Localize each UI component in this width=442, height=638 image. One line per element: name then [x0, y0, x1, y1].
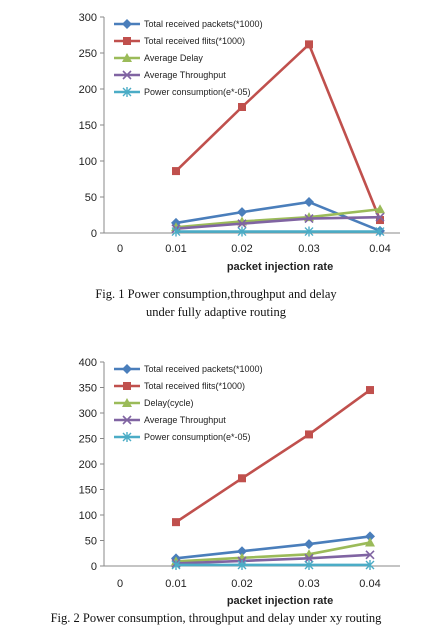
legend-marker — [122, 70, 132, 80]
x-tick-label: 0.02 — [231, 578, 252, 590]
y-tick-label: 0 — [91, 561, 97, 573]
legend-marker — [122, 398, 132, 407]
data-point — [238, 103, 246, 111]
x-axis-label: packet injection rate — [227, 595, 333, 607]
x-tick-label: 0.01 — [165, 243, 186, 255]
data-point — [171, 226, 181, 237]
data-point — [237, 559, 247, 570]
series-2 — [172, 40, 384, 225]
data-point — [304, 539, 314, 550]
series-5 — [171, 559, 375, 570]
data-point — [172, 518, 180, 527]
legend-entry: Average Throughput — [144, 415, 226, 425]
y-tick-label: 200 — [79, 84, 97, 96]
y-tick-label: 0 — [91, 228, 97, 240]
x-tick-label: 0.03 — [298, 578, 319, 590]
x-tick-label: 0.01 — [165, 578, 186, 590]
legend-marker — [122, 53, 132, 62]
data-point — [171, 559, 181, 570]
legend-entry: Total received packets(*1000) — [144, 19, 263, 29]
legend-entry: Power consumption(e*-05) — [144, 87, 251, 97]
legend: Total received packets(*1000) Total recei… — [114, 19, 263, 97]
y-tick-label: 250 — [79, 48, 97, 60]
legend-entry: Average Throughput — [144, 70, 226, 80]
series-line — [175, 200, 381, 233]
legend-marker — [122, 87, 132, 97]
data-point — [304, 214, 314, 224]
y-tick-label: 300 — [79, 12, 97, 24]
data-point — [305, 430, 313, 439]
data-point — [365, 559, 375, 570]
series-2 — [172, 386, 374, 527]
figure-1-caption: Fig. 1 Power consumption,throughput and … — [95, 287, 337, 301]
y-tick-label: 100 — [79, 156, 97, 168]
legend-marker — [122, 364, 132, 374]
data-point — [172, 167, 180, 176]
y-tick-label: 50 — [85, 192, 97, 204]
series-line — [175, 207, 381, 229]
legend-marker — [122, 432, 132, 442]
chart-1: 0 50 100 150 200 250 300 0 0.01 0.02 0.03 0.04 packe… — [79, 12, 400, 273]
y-tick-label: 400 — [79, 357, 97, 369]
series-line — [175, 535, 371, 560]
series-line — [175, 42, 382, 221]
legend-entry: Average Delay — [144, 53, 203, 63]
data-point — [237, 226, 247, 237]
x-tick-label: 0.03 — [298, 243, 319, 255]
chart-2: 0 50 100 150 200 250 300 350 400 0 0.01 0.02 0.03 0.0… — [79, 357, 400, 607]
data-point — [304, 226, 314, 237]
legend-marker — [123, 37, 131, 45]
y-tick-label: 200 — [79, 459, 97, 471]
x-tick-label: 0 — [117, 243, 123, 255]
data-point — [366, 386, 374, 395]
x-tick-label: 0.04 — [369, 243, 390, 255]
x-tick-label: 0 — [117, 578, 123, 590]
legend-entry: Total received flits(*1000) — [144, 36, 245, 46]
legend-marker — [122, 19, 132, 29]
data-point — [237, 207, 247, 218]
legend-marker — [122, 415, 132, 425]
data-point — [365, 537, 375, 547]
legend-entry: Delay(cycle) — [144, 398, 194, 408]
data-point — [237, 219, 247, 229]
y-tick-label: 300 — [79, 408, 97, 420]
data-point — [237, 546, 247, 557]
data-point — [304, 197, 314, 208]
data-point — [238, 474, 246, 483]
series-line — [175, 553, 371, 565]
y-tick-label: 150 — [79, 485, 97, 497]
y-tick-label: 100 — [79, 510, 97, 522]
y-tick-label: 250 — [79, 434, 97, 446]
series-line — [175, 541, 371, 563]
x-tick-label: 0.02 — [231, 243, 252, 255]
legend-entry: Total received packets(*1000) — [144, 364, 263, 374]
data-point — [304, 559, 314, 570]
data-point — [305, 40, 313, 49]
data-point — [304, 553, 314, 563]
series-line — [175, 215, 381, 230]
y-tick-label: 50 — [85, 536, 97, 548]
legend-entry: Power consumption(e*-05) — [144, 432, 251, 442]
figure-1-caption: under fully adaptive routing — [146, 305, 287, 319]
legend-marker — [123, 382, 131, 390]
series-line — [175, 388, 371, 524]
figure-2-caption: Fig. 2 Power consumption, throughput and… — [51, 611, 383, 625]
data-point — [365, 531, 375, 542]
data-point — [375, 204, 385, 214]
series-4 — [171, 212, 385, 234]
data-point — [376, 216, 384, 225]
x-tick-label: 0.04 — [359, 578, 380, 590]
legend-entry: Total received flits(*1000) — [144, 381, 245, 391]
data-point — [375, 212, 385, 222]
y-tick-label: 150 — [79, 120, 97, 132]
y-tick-label: 350 — [79, 383, 97, 395]
legend: Total received packets(*1000) Total recei… — [114, 364, 263, 442]
data-point — [365, 550, 375, 560]
series-5 — [171, 226, 385, 237]
x-axis-label: packet injection rate — [227, 261, 333, 273]
data-point — [375, 226, 385, 237]
